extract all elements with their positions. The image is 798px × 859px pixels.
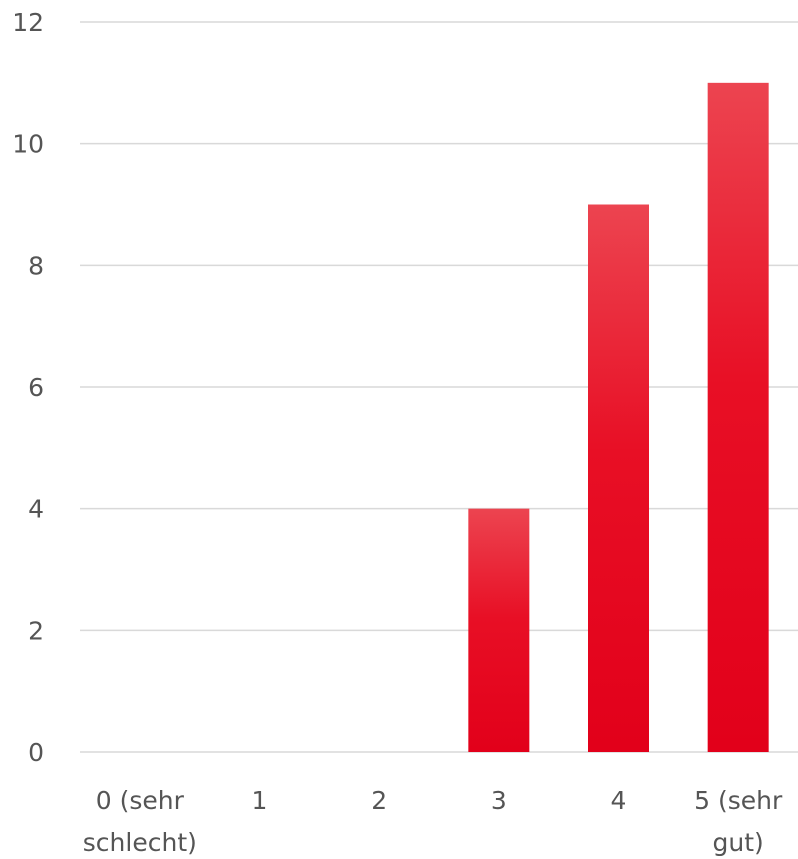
y-axis-ticks: 0 2 4 6 8 10 12 (12, 8, 44, 767)
y-tick-label-10: 10 (12, 130, 44, 159)
x-tick-label-2: 2 (371, 786, 387, 815)
y-tick-label-4: 4 (28, 495, 44, 524)
x-tick-label-5: 5 (sehr gut) (694, 786, 783, 857)
bars (468, 82, 769, 753)
y-tick-label-2: 2 (28, 616, 44, 645)
y-tick-label-6: 6 (28, 373, 44, 402)
gridlines (80, 21, 798, 753)
x-tick-label-4: 4 (611, 786, 627, 815)
x-axis-ticks: 0 (sehr schlecht) 1 2 3 4 5 (sehr gut) (83, 786, 783, 857)
bar-4 (588, 204, 649, 752)
x-tick-label-0: 0 (sehr schlecht) (83, 786, 197, 857)
x-tick-label-1: 1 (252, 786, 268, 815)
bar-5 (707, 82, 769, 753)
bar-3 (468, 508, 530, 752)
y-tick-label-8: 8 (28, 251, 44, 280)
y-tick-label-0: 0 (28, 738, 44, 767)
x-tick-label-3: 3 (491, 786, 507, 815)
y-tick-label-12: 12 (12, 8, 44, 37)
